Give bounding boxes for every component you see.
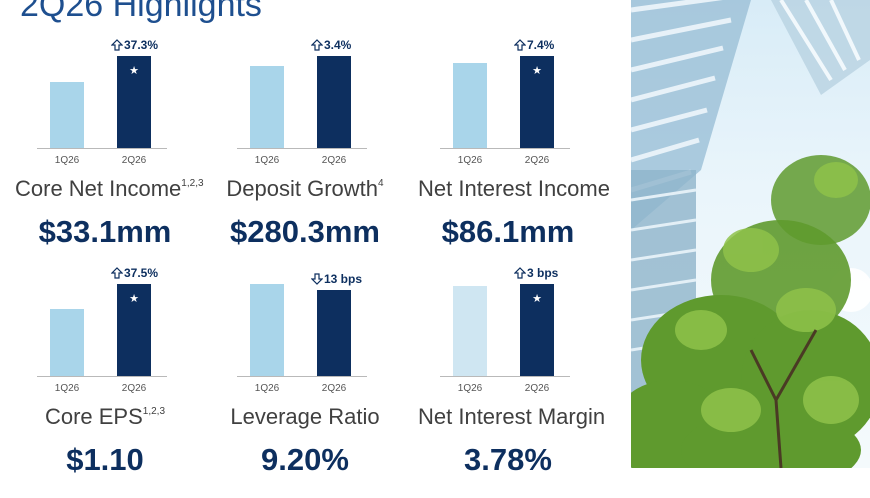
- metric-label: Net Interest Income: [418, 176, 610, 202]
- change-value: 3.4%: [324, 38, 352, 52]
- chart-baseline: [440, 376, 570, 377]
- panel-leverage-ratio: 1Q26 2Q26 13 bps Leverage Ratio 9.20%: [215, 264, 395, 498]
- change-indicator: 7.4%: [514, 38, 554, 52]
- chart-baseline: [37, 148, 167, 149]
- metric-value: $33.1mm: [38, 214, 172, 249]
- metric-name: Net Interest Margin: [418, 404, 606, 429]
- change-value: 3 bps: [527, 266, 559, 280]
- category-label: 1Q26: [457, 155, 483, 166]
- core-net-income-mini-chart: 1Q26 2Q26 ★ 37.3%: [15, 36, 195, 206]
- building-tree-illustration: [631, 0, 870, 468]
- change-indicator: 3 bps: [514, 266, 558, 280]
- metric-name: Core Net Income: [15, 176, 182, 201]
- metric-name: Net Interest Income: [418, 176, 610, 201]
- panel-core-net-income: 1Q26 2Q26 ★ 37.3% Core Net Income1,2,3 $33.1m…: [15, 36, 204, 270]
- change-value: 37.3%: [124, 38, 159, 52]
- arrow-down-icon: [311, 273, 323, 285]
- deposit-growth-mini-chart: 1Q26 2Q26 3.4%: [215, 36, 395, 206]
- metric-name: Deposit Growth: [226, 176, 379, 201]
- metric-name: Core EPS: [44, 404, 143, 429]
- panel-deposit-growth: 1Q26 2Q26 3.4% Deposit Growth4 $280.3mm: [215, 36, 395, 270]
- footnote-marker: 4: [378, 178, 384, 189]
- change-indicator: 3.4%: [311, 38, 351, 52]
- arrow-up-icon: [514, 39, 526, 51]
- footnote-marker: 1,2,3: [181, 178, 204, 189]
- category-label: 2Q26: [321, 383, 347, 394]
- net-interest-income-mini-chart: 1Q26 2Q26 ★ 7.4%: [418, 36, 598, 206]
- bar-1q26: [50, 82, 84, 148]
- metric-value: $86.1mm: [441, 214, 575, 249]
- metric-value: 9.20%: [261, 442, 349, 477]
- bar-1q26: [250, 66, 284, 148]
- category-label: 1Q26: [457, 383, 483, 394]
- category-label: 2Q26: [524, 383, 550, 394]
- chart-baseline: [237, 148, 367, 149]
- arrow-up-icon: [111, 39, 123, 51]
- category-label: 2Q26: [524, 155, 550, 166]
- metric-label: Core Net Income1,2,3: [15, 176, 204, 202]
- change-indicator: 37.3%: [111, 38, 158, 52]
- panel-core-eps: 1Q26 2Q26 ★ 37.5% Core EPS1,2,3 $1.10: [15, 264, 195, 498]
- metric-label: Deposit Growth4: [215, 176, 395, 202]
- metric-label: Leverage Ratio: [215, 404, 395, 430]
- star-icon: ★: [129, 293, 139, 305]
- category-label: 2Q26: [121, 383, 147, 394]
- star-icon: ★: [129, 65, 139, 77]
- bar-2q26: [317, 56, 351, 148]
- footnote-marker: 1,2,3: [142, 406, 166, 417]
- metric-value: $1.10: [66, 442, 144, 477]
- star-icon: ★: [532, 293, 542, 305]
- chart-baseline: [37, 376, 167, 377]
- metric-value: 3.78%: [464, 442, 552, 477]
- bar-2q26: [117, 284, 151, 376]
- category-label: 1Q26: [54, 155, 80, 166]
- metric-value: $280.3mm: [230, 214, 380, 249]
- bar-2q26: [520, 284, 554, 376]
- arrow-up-icon: [514, 267, 526, 279]
- bar-1q26: [453, 63, 487, 148]
- leverage-ratio-mini-chart: 1Q26 2Q26 13 bps: [215, 264, 395, 434]
- metric-label: Core EPS1,2,3: [15, 404, 195, 430]
- change-value: 37.5%: [124, 266, 159, 280]
- category-label: 1Q26: [254, 383, 280, 394]
- category-label: 2Q26: [321, 155, 347, 166]
- panel-net-interest-margin: 1Q26 2Q26 ★ 3 bps Net Interest Margin 3.78%: [418, 264, 605, 498]
- panel-net-interest-income: 1Q26 2Q26 ★ 7.4% Net Interest Income $86.1mm: [418, 36, 610, 270]
- chart-baseline: [237, 376, 367, 377]
- change-value: 7.4%: [527, 38, 555, 52]
- star-icon: ★: [532, 65, 542, 77]
- bar-1q26: [250, 284, 284, 376]
- change-indicator: 37.5%: [111, 266, 158, 280]
- change-indicator: 13 bps: [311, 272, 362, 286]
- bar-2q26: [317, 290, 351, 376]
- core-eps-mini-chart: 1Q26 2Q26 ★ 37.5%: [15, 264, 195, 434]
- arrow-up-icon: [311, 39, 323, 51]
- bar-1q26: [50, 309, 84, 376]
- category-label: 2Q26: [121, 155, 147, 166]
- chart-baseline: [440, 148, 570, 149]
- bar-2q26: [520, 56, 554, 148]
- category-label: 1Q26: [254, 155, 280, 166]
- metric-name: Leverage Ratio: [230, 404, 380, 429]
- bar-2q26: [117, 56, 151, 148]
- metric-label: Net Interest Margin: [418, 404, 605, 430]
- category-label: 1Q26: [54, 383, 80, 394]
- slide-title: 2Q26 Highlights: [20, 0, 262, 24]
- bar-1q26: [453, 286, 487, 376]
- building-tree-photo: [631, 0, 870, 468]
- arrow-up-icon: [111, 267, 123, 279]
- change-value: 13 bps: [324, 272, 363, 286]
- net-interest-margin-mini-chart: 1Q26 2Q26 ★ 3 bps: [418, 264, 598, 434]
